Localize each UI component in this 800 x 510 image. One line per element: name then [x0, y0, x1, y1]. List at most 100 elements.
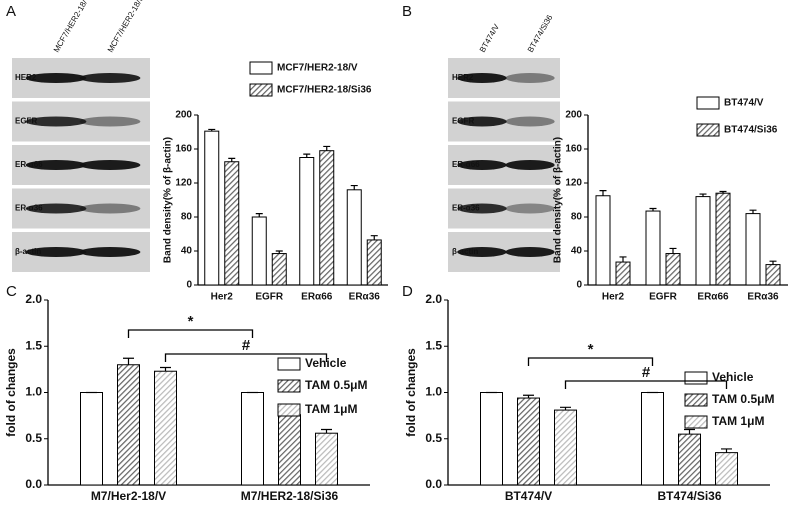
blot-band [505, 160, 555, 170]
error-bar [619, 256, 627, 263]
bar [715, 452, 738, 486]
lane-label: BT474/V [478, 22, 502, 54]
error-bar [721, 448, 732, 453]
lane-label: MCF7/HER2-18/V [52, 0, 92, 54]
bar [154, 370, 177, 486]
legend-swatch [277, 403, 301, 417]
y-axis-label: Band density(% of β-actin) [553, 137, 564, 263]
y-tick-label: 80 [571, 212, 583, 223]
blot-band [457, 160, 507, 170]
significance-mark: # [642, 364, 651, 381]
x-tick-label: Her2 [602, 292, 625, 303]
error-bar [321, 428, 332, 434]
bar [645, 210, 661, 286]
row-label: β-actin [15, 247, 41, 256]
blot-band [505, 73, 555, 83]
bar [315, 432, 338, 486]
error-bar [599, 190, 607, 196]
blot-band [79, 73, 141, 83]
blot-band [505, 247, 555, 257]
bar [204, 130, 220, 286]
x-tick-label: ERα36 [349, 292, 381, 303]
y-tick-label: 0.0 [425, 477, 442, 491]
error-bar [350, 184, 358, 190]
row-label: ER-α36 [15, 204, 43, 213]
blot-band [457, 203, 507, 214]
error-bar [123, 357, 134, 365]
blot-band [505, 116, 555, 127]
y-tick-label: 40 [181, 246, 193, 257]
y-tick-label: 200 [175, 110, 192, 121]
bar [271, 253, 287, 286]
blot-band [505, 203, 555, 214]
legend-swatch [249, 83, 273, 97]
x-tick-label: ERα66 [697, 292, 729, 303]
error-bar [769, 260, 777, 265]
blot-band [457, 116, 507, 127]
y-tick-label: 160 [565, 144, 582, 155]
blot-band [25, 160, 87, 170]
bar [80, 392, 103, 486]
bar [678, 433, 701, 486]
blot-band [79, 203, 141, 214]
panel-letter: A [6, 3, 16, 20]
bar [278, 414, 301, 486]
error-bar [303, 153, 311, 158]
error-bar [749, 209, 757, 214]
legend-label: TAM 1μM [712, 414, 764, 428]
x-tick-label: M7/HER2-18/Si36 [241, 489, 339, 503]
blot-band [25, 247, 87, 257]
row-label: EGFR [15, 117, 37, 126]
error-bar [560, 406, 571, 411]
blot-band [25, 203, 87, 214]
x-tick-label: EGFR [649, 292, 678, 303]
bar [554, 409, 577, 486]
significance-mark: * [588, 341, 594, 358]
x-tick-label: Her2 [211, 292, 234, 303]
bar [765, 264, 781, 286]
y-axis-label: fold of changes [404, 348, 418, 437]
error-bar [323, 145, 331, 151]
error-bar [208, 128, 216, 132]
x-tick-label: BT474/V [505, 489, 552, 503]
bar [480, 392, 503, 486]
blot-band [457, 247, 507, 257]
row-label: EGFR [452, 117, 474, 126]
legend-swatch [696, 123, 720, 137]
blot-band [79, 116, 141, 127]
bar [715, 192, 731, 286]
error-bar [649, 207, 657, 212]
x-tick-label: EGFR [255, 292, 284, 303]
bar [319, 150, 335, 286]
row-label: ER-α36 [452, 204, 480, 213]
y-tick-label: 120 [565, 178, 582, 189]
panel-letter: C [6, 283, 17, 300]
legend-swatch [277, 379, 301, 393]
y-tick-label: 0 [576, 280, 582, 291]
bar [745, 213, 761, 286]
y-tick-label: 160 [175, 144, 192, 155]
legend-swatch [684, 415, 708, 429]
x-tick-label: ERα66 [301, 292, 333, 303]
row-label: HER2 [15, 73, 37, 82]
legend-label: TAM 0.5μM [712, 392, 774, 406]
legend-label: TAM 0.5μM [305, 378, 367, 392]
y-tick-label: 120 [175, 178, 192, 189]
legend-label: Vehicle [712, 370, 754, 384]
legend-label: MCF7/HER2-18/V [277, 63, 358, 74]
error-bar [370, 235, 378, 240]
significance-bracket [164, 353, 328, 362]
blot-band [25, 116, 87, 127]
x-tick-label: ERα36 [747, 292, 779, 303]
legend-label: MCF7/HER2-18/Si36 [277, 85, 372, 96]
y-tick-label: 1.0 [425, 385, 442, 399]
bar [641, 392, 664, 486]
y-tick-label: 0.5 [425, 431, 442, 445]
significance-bracket [127, 329, 254, 338]
error-bar [228, 157, 236, 162]
significance-bracket [564, 380, 728, 389]
panel-letter: B [402, 3, 412, 20]
y-tick-label: 2.0 [25, 292, 42, 306]
bar [695, 196, 711, 286]
